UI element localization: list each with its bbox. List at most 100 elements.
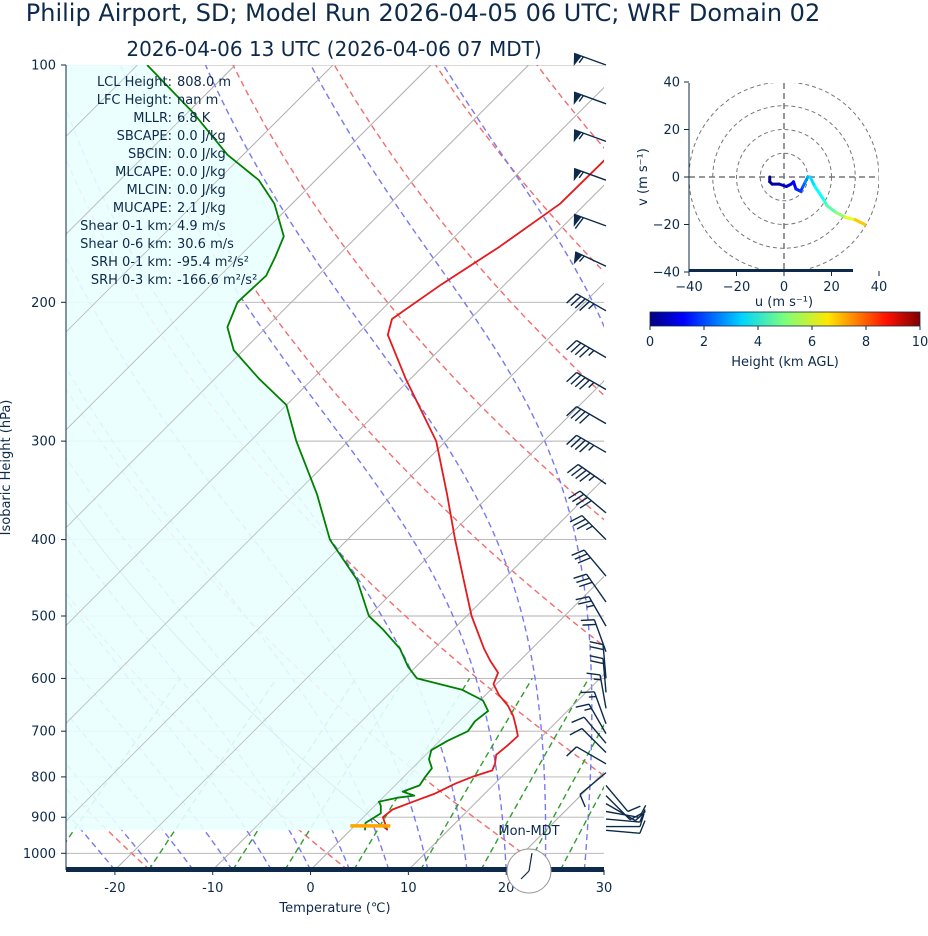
- barb-full: [589, 640, 604, 646]
- wind-barb: [573, 91, 607, 105]
- stat-label: SRH 0-3 km:: [91, 273, 172, 288]
- barb-half: [578, 95, 585, 102]
- wind-barb: [605, 802, 646, 822]
- barb-full: [579, 300, 591, 312]
- barb-half: [588, 695, 597, 698]
- barb-staff: [605, 810, 640, 819]
- barb-staff: [602, 658, 607, 693]
- barb-full: [574, 376, 586, 388]
- hodograph-segment: [853, 218, 867, 226]
- barb-staff: [602, 644, 607, 679]
- barb-full: [578, 600, 592, 605]
- x-axis-label: Temperature (℃): [278, 901, 390, 916]
- stat-label: LFC Height:: [97, 93, 172, 108]
- y-tick-label: 100: [31, 59, 56, 74]
- hodograph-y-tick-label: 20: [663, 123, 680, 138]
- skew-t-plot-area: [66, 65, 928, 870]
- barb-full: [566, 339, 578, 351]
- wind-barb: [573, 52, 607, 67]
- barb-half: [588, 303, 595, 310]
- wind-barb: [589, 654, 607, 693]
- dry-adiabat: [130, 65, 604, 647]
- barb-full: [574, 553, 588, 560]
- stat-value: 30.6 m/s: [177, 237, 234, 252]
- dewpoint-line: [146, 65, 489, 831]
- colorbar-label: Height (km AGL): [731, 355, 839, 370]
- wind-barb: [566, 293, 607, 312]
- barb-full: [579, 794, 586, 808]
- stat-label: MLCAPE:: [115, 165, 172, 180]
- barb-flag: [573, 214, 582, 227]
- barb-full: [571, 716, 585, 724]
- stat-value: 4.9 m/s: [177, 219, 226, 234]
- barb-full: [570, 408, 582, 419]
- barb-full: [579, 379, 591, 390]
- dry-adiabat: [536, 65, 604, 149]
- isotherm-gridline: [66, 65, 432, 431]
- barb-full: [580, 619, 595, 622]
- hodograph-segment: [808, 175, 817, 188]
- moist-adiabat: [204, 65, 547, 870]
- x-tick-label: -10: [202, 881, 223, 896]
- isotherm-gridline: [66, 282, 604, 822]
- y-tick-label: 400: [31, 533, 56, 548]
- stat-value: -95.4 m²/s²: [177, 255, 249, 270]
- barb-staff: [593, 619, 607, 652]
- barb-staff: [576, 339, 607, 359]
- isotherm-gridline: [505, 771, 604, 870]
- wind-barb: [566, 405, 607, 425]
- barb-full: [577, 557, 591, 564]
- barb-full: [573, 573, 587, 579]
- moist-adiabat: [310, 65, 593, 870]
- hodograph-plot-area: [689, 83, 879, 271]
- timezone-label: Mon-MDT: [498, 824, 559, 839]
- wind-barb: [571, 716, 607, 744]
- hodograph-axes: −40 −20 0 20 40 −40 −20 0 20 40 u (m s⁻¹) v (m s⁻¹): [636, 76, 887, 311]
- stat-value: -166.6 m²/s²: [177, 273, 257, 288]
- barb-full: [575, 595, 590, 601]
- wind-barb: [566, 463, 607, 485]
- y-tick-label: 600: [31, 672, 56, 687]
- barb-full: [570, 374, 582, 385]
- barb-full: [579, 581, 593, 588]
- hodograph-segment: [813, 185, 826, 203]
- wind-barb: [569, 727, 607, 753]
- wind-barb: [605, 784, 641, 813]
- hodograph-segment: [834, 211, 848, 219]
- barb-full: [634, 810, 646, 822]
- moist-adiabat: [66, 106, 468, 870]
- barb-full: [575, 469, 587, 480]
- barb-full: [574, 344, 586, 356]
- y-tick-label: 200: [31, 296, 56, 311]
- stat-label: SBCIN:: [128, 147, 172, 162]
- moist-adiabat: [442, 65, 604, 328]
- barb-full: [579, 442, 591, 453]
- skew-t-axes: 100 200 300 400 500 600 700 800 900 1000 -20 -10 0 10…: [0, 59, 612, 917]
- wind-barb: [580, 691, 607, 725]
- y-tick-label: 900: [31, 811, 56, 826]
- y-axis-label: Isobaric Height (hPa): [0, 400, 14, 536]
- barb-staff: [593, 691, 607, 725]
- barb-full: [590, 645, 604, 651]
- isotherm-gridline: [114, 380, 604, 870]
- wind-barb: [573, 167, 607, 182]
- barb-full: [576, 577, 590, 584]
- stat-label: SBCAPE:: [117, 129, 172, 144]
- barb-full: [569, 514, 583, 523]
- wind-barb: [568, 490, 607, 514]
- colorbar-tick-label: 4: [754, 335, 762, 350]
- hodograph-x-tick-label: −20: [723, 280, 750, 295]
- wind-barb: [566, 371, 607, 391]
- barb-full: [627, 805, 641, 813]
- colorbar: 0 2 4 6 8 10 Height (km AGL): [646, 311, 928, 370]
- y-tick-label: 1000: [23, 847, 56, 862]
- x-tick-label: -20: [104, 881, 125, 896]
- wind-barb: [605, 820, 646, 834]
- moisture-shading: [66, 65, 489, 831]
- dry-adiabat: [841, 65, 928, 870]
- barb-full: [570, 437, 582, 448]
- mixing-ratio-line: [232, 678, 357, 870]
- barb-staff: [605, 784, 629, 812]
- barb-full: [639, 809, 646, 823]
